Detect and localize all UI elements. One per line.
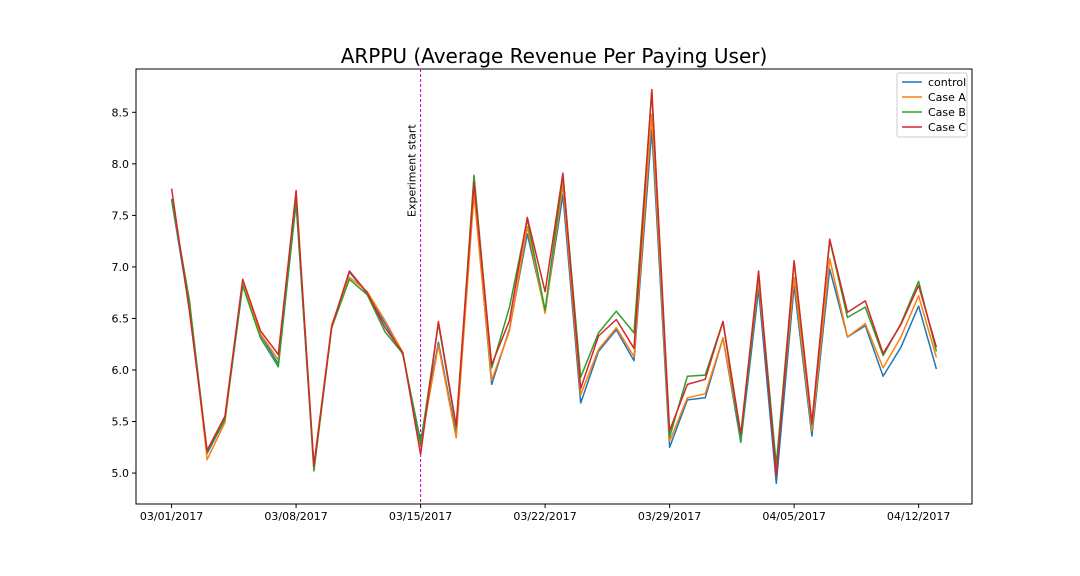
x-tick-label: 04/12/2017 bbox=[887, 510, 950, 523]
legend-label: control bbox=[928, 76, 966, 89]
x-axis: 03/01/2017 03/08/2017 03/15/2017 03/22/2017… bbox=[140, 504, 950, 523]
legend: control Case A Case B Case C bbox=[896, 72, 968, 138]
y-tick-label: 6.5 bbox=[112, 312, 130, 325]
x-tick-label: 04/05/2017 bbox=[762, 510, 825, 523]
x-tick-label: 03/01/2017 bbox=[140, 510, 203, 523]
legend-box bbox=[896, 72, 968, 138]
y-tick-label: 5.0 bbox=[112, 467, 130, 480]
y-axis: 5.0 5.5 6.0 6.5 7.0 7.5 8.0 8.5 bbox=[112, 106, 136, 480]
x-tick-label: 03/08/2017 bbox=[264, 510, 327, 523]
y-tick-label: 7.0 bbox=[112, 261, 130, 274]
x-tick-label: 03/15/2017 bbox=[389, 510, 452, 523]
legend-label: Case B bbox=[928, 106, 966, 119]
series-layer bbox=[170, 88, 938, 485]
legend-label: Case C bbox=[928, 121, 966, 134]
y-tick-label: 5.5 bbox=[112, 416, 130, 429]
y-tick-label: 8.5 bbox=[112, 106, 130, 119]
y-tick-label: 8.0 bbox=[112, 158, 130, 171]
legend-label: Case A bbox=[928, 91, 966, 104]
series-line-control bbox=[170, 129, 938, 485]
chart-title: ARPPU (Average Revenue Per Paying User) bbox=[341, 44, 768, 68]
experiment-start-label: Experiment start bbox=[406, 124, 419, 217]
y-tick-label: 6.0 bbox=[112, 364, 130, 377]
x-tick-label: 03/22/2017 bbox=[513, 510, 576, 523]
plot-frame bbox=[135, 68, 973, 505]
series-line-case-c bbox=[170, 88, 938, 477]
annotation-layer: Experiment start bbox=[406, 69, 422, 504]
x-tick-label: 03/29/2017 bbox=[638, 510, 701, 523]
y-tick-label: 7.5 bbox=[112, 209, 130, 222]
